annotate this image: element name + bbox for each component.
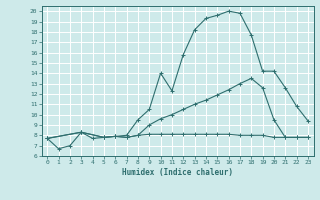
X-axis label: Humidex (Indice chaleur): Humidex (Indice chaleur) <box>122 168 233 177</box>
